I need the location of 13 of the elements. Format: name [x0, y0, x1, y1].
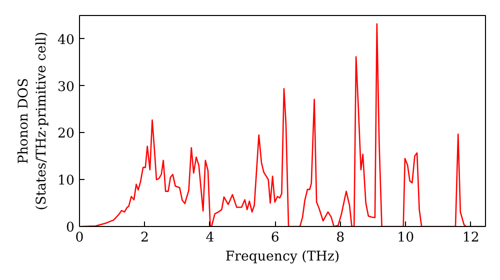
y-tick-label: 20: [58, 126, 75, 142]
x-tick-label: 4: [206, 230, 214, 246]
y-tick-label: 0: [66, 220, 75, 236]
y-tick-label: 10: [58, 174, 75, 189]
x-tick-label: 8: [336, 230, 345, 246]
x-tick-label: 2: [140, 230, 149, 246]
x-tick-label: 12: [462, 230, 480, 246]
y-tick-label: 40: [58, 32, 75, 48]
y-axis-title: Phonon DOS (States/THz·primitive cell): [16, 32, 50, 210]
y-tick-label: 30: [58, 80, 75, 95]
x-axis-title: Frequency (THz): [225, 250, 340, 264]
x-tick-label: 10: [397, 230, 414, 246]
x-tick-label: 6: [270, 230, 280, 246]
